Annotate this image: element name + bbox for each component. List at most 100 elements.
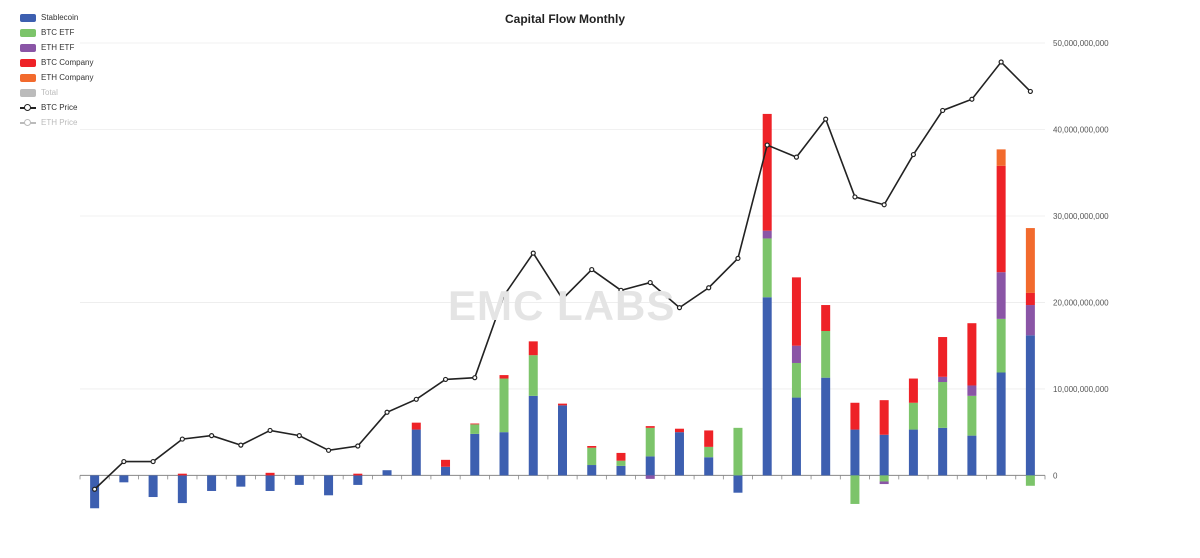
bar-segment — [177, 473, 187, 476]
chart-title: Capital Flow Monthly — [505, 12, 625, 26]
bar-segment — [265, 472, 275, 476]
bar-segment — [177, 475, 187, 504]
bar-segment — [441, 459, 451, 467]
bar-segment — [762, 230, 772, 239]
bar-segment — [616, 452, 626, 461]
legend-item[interactable]: Stablecoin — [20, 10, 93, 25]
legend-item[interactable]: BTC Company — [20, 55, 93, 70]
legend-item[interactable]: ETH ETF — [20, 40, 93, 55]
bar-segment — [587, 465, 597, 476]
bar-segment — [558, 403, 567, 406]
bar-segment — [382, 470, 392, 476]
legend-label: ETH Price — [41, 118, 78, 127]
bar-segment — [704, 446, 714, 458]
bar-segment — [967, 435, 977, 476]
bar-segment — [528, 355, 538, 396]
bar-segment — [938, 337, 948, 377]
btc-price-point — [998, 59, 1004, 65]
bar-segment — [821, 305, 831, 331]
bar-segment — [879, 475, 889, 482]
btc-price-point — [706, 285, 712, 291]
bar-segment — [470, 423, 480, 425]
legend-label: BTC Company — [41, 58, 94, 67]
bar-segment — [938, 376, 948, 383]
legend-item[interactable]: BTC ETF — [20, 25, 93, 40]
btc-price-point — [150, 458, 156, 465]
bar-segment — [821, 330, 831, 378]
bar-segment — [119, 475, 129, 483]
bar-segment — [996, 318, 1006, 373]
btc-price-point — [764, 142, 770, 148]
legend-line-icon — [20, 118, 36, 127]
bar-segment — [645, 456, 655, 476]
y-tick-label: 10,000,000,000 — [1053, 385, 1109, 394]
btc-price-point — [325, 447, 332, 453]
legend-swatch — [20, 73, 36, 82]
bar-segment — [908, 378, 918, 403]
btc-price-point — [384, 409, 390, 415]
bar-segment — [558, 405, 567, 476]
y-tick-label: 20,000,000,000 — [1053, 298, 1109, 307]
bar-segment — [674, 428, 684, 433]
bar-segment — [528, 395, 538, 476]
bar-segment — [148, 475, 158, 498]
legend-swatch — [20, 88, 36, 97]
bar-segment — [996, 272, 1006, 319]
bar-segment — [587, 446, 597, 448]
legend-swatch — [20, 28, 36, 37]
btc-price-point — [1027, 88, 1033, 95]
bar-segment — [645, 427, 655, 457]
bar-segment — [791, 277, 801, 346]
legend-item[interactable]: ETH Company — [20, 70, 93, 85]
btc-price-point — [179, 436, 185, 442]
btc-price-line — [92, 59, 1033, 492]
y-tick-label: 0 — [1053, 471, 1058, 480]
bar-segment — [499, 375, 509, 379]
legend-line-icon — [20, 103, 36, 112]
bar-segment — [616, 460, 626, 466]
legend-label: BTC ETF — [41, 28, 75, 37]
btc-price-point — [413, 396, 419, 402]
bar-segment — [762, 113, 772, 231]
chart-legend: Stablecoin BTC ETF ETH ETF BTC Company ETH C… — [20, 10, 93, 130]
legend-label: ETH ETF — [41, 43, 75, 52]
legend-item[interactable]: Total — [20, 85, 93, 100]
bar-segment — [674, 432, 684, 476]
btc-price-point — [501, 292, 507, 299]
btc-price-point — [208, 433, 215, 439]
btc-price-point — [121, 458, 127, 465]
legend-item[interactable]: ETH Price — [20, 115, 93, 130]
bar-segment — [996, 372, 1006, 476]
bar-segment — [967, 385, 977, 396]
legend-label: Total — [41, 88, 58, 97]
bar-segment — [499, 378, 509, 433]
btc-price-point — [559, 296, 566, 302]
bar-segment — [879, 400, 889, 435]
y-tick-label: 40,000,000,000 — [1053, 125, 1109, 134]
bar-segment — [587, 447, 597, 466]
btc-price-point — [296, 433, 302, 439]
bar-segment — [996, 165, 1006, 273]
btc-price-point — [793, 154, 800, 160]
bar-segment — [938, 382, 948, 428]
bar-segment — [470, 433, 480, 476]
bar-segment — [411, 422, 421, 430]
btc-price-point — [530, 250, 536, 256]
bar-segment — [441, 466, 451, 476]
bar-segment — [908, 429, 918, 476]
btc-price-point — [267, 427, 273, 434]
legend-label: Stablecoin — [41, 13, 79, 22]
bar-segment — [499, 432, 509, 476]
bar-segment — [938, 427, 948, 476]
btc-price-point — [940, 107, 946, 114]
bar-segment — [528, 341, 538, 356]
bar-segment — [324, 475, 334, 496]
legend-item[interactable]: BTC Price — [20, 100, 93, 115]
bar-segment — [967, 395, 977, 436]
bar-segment — [908, 402, 918, 430]
bar-segment — [762, 297, 772, 476]
bar-segment — [236, 475, 246, 487]
bar-segment — [294, 475, 304, 485]
bar-segment — [733, 475, 743, 493]
